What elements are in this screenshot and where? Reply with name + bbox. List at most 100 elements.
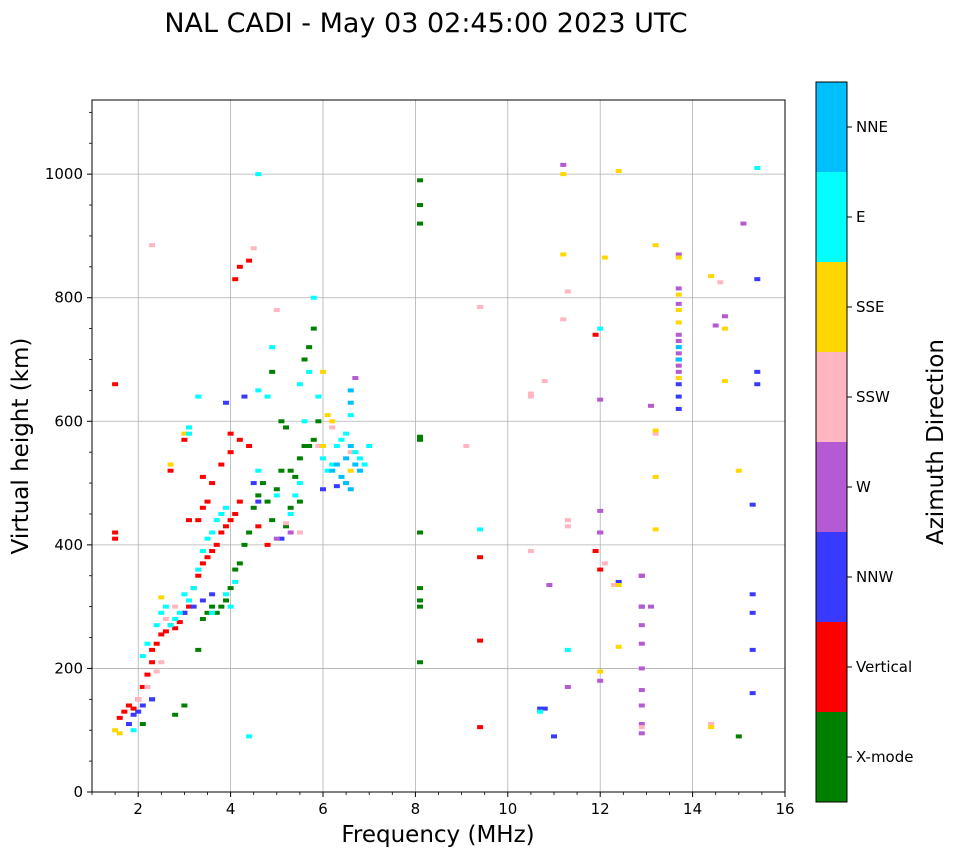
data-point	[296, 481, 303, 486]
data-point	[296, 530, 303, 535]
data-point	[250, 481, 257, 486]
colorbar-segment	[816, 172, 847, 262]
x-tick-label: 6	[318, 800, 328, 818]
data-point	[172, 604, 179, 609]
data-point	[162, 604, 169, 609]
data-point	[246, 530, 253, 535]
data-point	[527, 549, 534, 554]
data-point	[204, 536, 211, 541]
data-point	[320, 444, 326, 448]
colorbar-segment	[816, 622, 847, 712]
data-point	[112, 536, 119, 541]
data-point	[749, 691, 756, 696]
data-point	[361, 462, 368, 467]
data-point	[218, 511, 225, 516]
colorbar-segment	[816, 262, 847, 352]
data-point	[735, 468, 742, 473]
x-tick-label: 14	[683, 800, 702, 818]
data-point	[740, 221, 747, 226]
data-point	[130, 728, 137, 733]
data-point	[209, 604, 216, 609]
data-point	[675, 332, 682, 337]
data-point	[546, 583, 553, 588]
data-point	[477, 638, 484, 643]
data-point	[204, 499, 211, 504]
data-point	[675, 301, 682, 306]
data-point	[564, 524, 571, 529]
data-point	[227, 518, 234, 523]
colorbar-segment	[816, 532, 847, 622]
data-point	[592, 549, 599, 554]
data-point	[597, 397, 604, 402]
data-point	[195, 518, 202, 523]
data-point	[675, 308, 682, 313]
data-point	[560, 172, 567, 177]
data-point	[204, 555, 211, 560]
data-point	[112, 530, 119, 535]
data-point	[139, 703, 146, 708]
data-point	[278, 536, 285, 541]
data-point	[675, 255, 682, 260]
data-point	[255, 468, 262, 473]
data-point	[278, 419, 285, 424]
data-point	[218, 604, 225, 609]
data-point	[296, 456, 303, 461]
data-point	[675, 357, 682, 362]
data-point	[324, 413, 331, 418]
data-point	[158, 610, 165, 615]
data-point	[347, 468, 354, 473]
data-point	[162, 629, 169, 634]
data-point	[209, 549, 216, 554]
x-tick-label: 4	[226, 800, 236, 818]
data-point	[227, 431, 234, 436]
data-point	[287, 530, 294, 535]
data-point	[564, 647, 571, 652]
data-point	[352, 450, 359, 455]
data-point	[477, 555, 484, 560]
data-point	[592, 332, 599, 337]
data-point	[347, 413, 354, 418]
data-point	[675, 351, 682, 356]
data-point	[199, 617, 206, 621]
data-point	[158, 660, 165, 665]
y-tick-label: 800	[54, 289, 83, 307]
colorbar-segment	[816, 712, 847, 802]
data-point	[222, 524, 229, 529]
data-point	[195, 647, 202, 652]
data-point	[292, 493, 299, 498]
data-point	[329, 462, 336, 467]
data-point	[125, 722, 132, 727]
data-point	[195, 567, 202, 572]
data-point	[329, 419, 336, 424]
data-point	[292, 474, 299, 479]
data-point	[181, 437, 188, 442]
data-point	[218, 462, 225, 467]
data-point	[754, 369, 761, 374]
data-point	[675, 320, 682, 325]
x-axis-label: Frequency (MHz)	[341, 822, 534, 848]
data-point	[615, 583, 622, 588]
data-point	[273, 536, 280, 541]
data-point	[597, 508, 604, 513]
data-point	[417, 604, 424, 609]
data-point	[204, 610, 211, 615]
data-point	[209, 610, 216, 615]
data-point	[564, 289, 571, 294]
data-point	[717, 280, 724, 285]
data-point	[149, 697, 156, 702]
data-point	[675, 363, 682, 368]
data-point	[356, 456, 363, 461]
data-point	[153, 669, 160, 674]
data-point	[264, 542, 271, 547]
data-point	[320, 369, 326, 374]
data-point	[329, 425, 336, 430]
colorbar-tick-label: Vertical	[856, 658, 912, 676]
data-point	[315, 419, 322, 424]
data-point	[213, 610, 220, 615]
data-point	[227, 604, 234, 609]
chart-title: NAL CADI - May 03 02:45:00 2023 UTC	[164, 8, 687, 39]
data-point	[246, 734, 253, 739]
data-point	[560, 252, 567, 257]
data-point	[232, 277, 239, 282]
data-point	[306, 444, 313, 448]
